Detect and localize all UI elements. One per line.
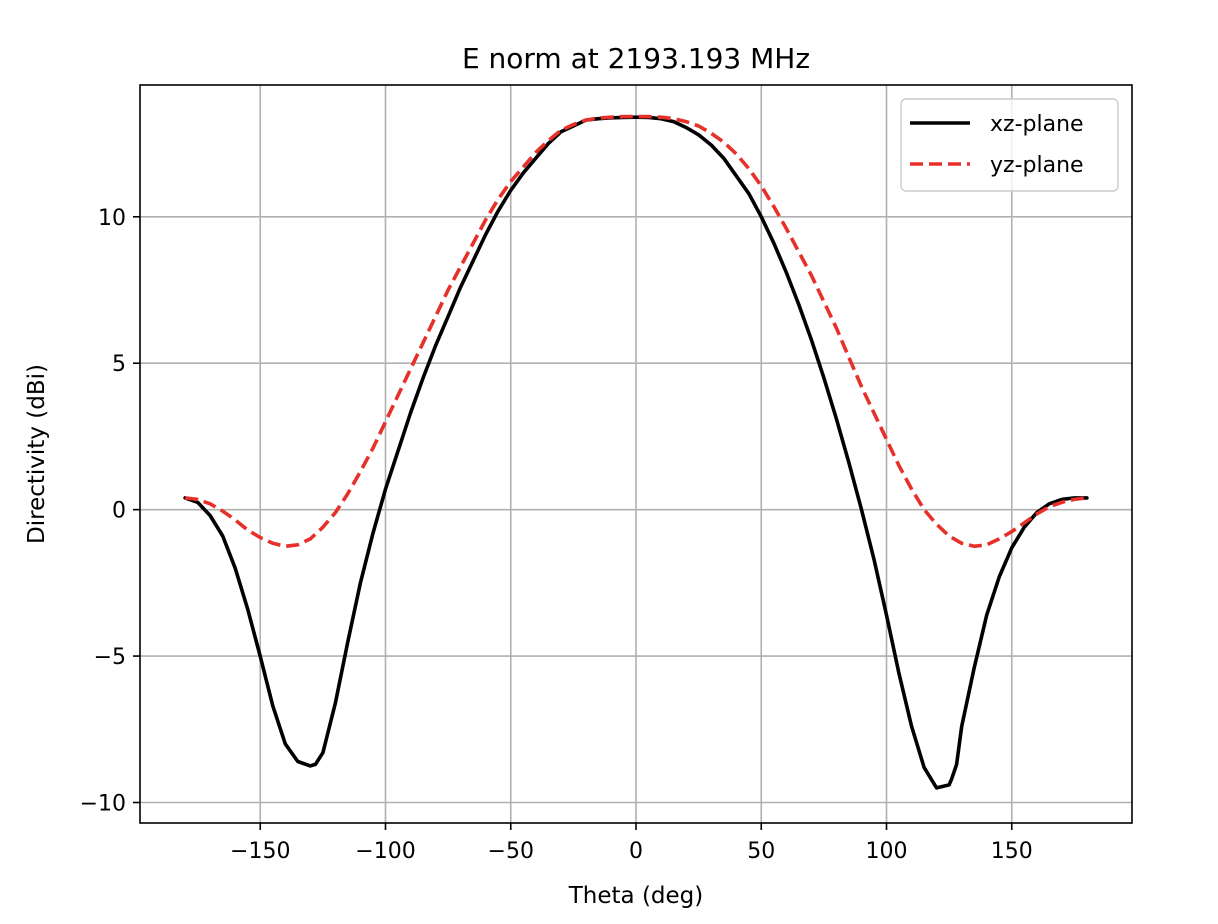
grid-layer (140, 85, 1132, 823)
x-tick-label: 50 (747, 839, 775, 864)
y-axis-title: Directivity (dBi) (24, 364, 50, 544)
x-axis-title: Theta (deg) (568, 883, 704, 909)
series-layer (183, 114, 1089, 790)
x-tick-label: −150 (230, 839, 290, 864)
x-tick-label: 150 (991, 839, 1033, 864)
y-tick-label: −10 (80, 792, 126, 817)
legend-label-xz-plane: xz-plane (990, 112, 1084, 137)
series-line-yz-plane (184, 114, 1088, 549)
x-tick-label: −100 (355, 839, 415, 864)
chart-title: E norm at 2193.193 MHz (462, 42, 810, 75)
x-tick-label: −50 (488, 839, 534, 864)
y-tick-label: 0 (112, 499, 126, 524)
legend-label-yz-plane: yz-plane (990, 153, 1084, 178)
x-tick-label: 0 (629, 839, 643, 864)
y-tick-label: −5 (94, 645, 126, 670)
legend: xz-plane yz-plane (900, 98, 1119, 192)
y-tick-label: 10 (98, 206, 126, 231)
x-tick-label: 100 (866, 839, 908, 864)
y-tick-label: 5 (112, 352, 126, 377)
